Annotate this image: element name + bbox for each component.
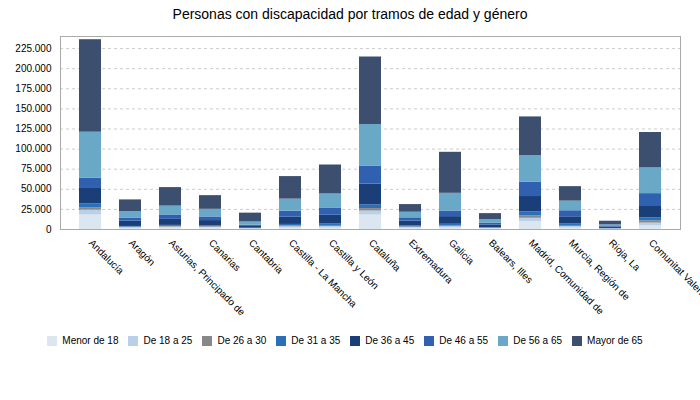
html-text:De 31 a 35: De 31 a 35 (291, 335, 341, 346)
svg-text:150.000: 150.000 (15, 103, 52, 114)
svg-text:Castilla y León: Castilla y León (326, 237, 381, 292)
svg-text:25.000: 25.000 (21, 204, 52, 215)
html-text:De 18 a 25: De 18 a 25 (143, 335, 193, 346)
svg-text:Comunitat Valenciana: Comunitat Valenciana (647, 237, 700, 314)
svg-text:Aragón: Aragón (127, 237, 158, 268)
svg-text:175.000: 175.000 (15, 83, 52, 94)
html-text:Menor de 18: Menor de 18 (62, 335, 119, 346)
svg-text:100.000: 100.000 (15, 143, 52, 154)
html-text:De 36 a 45: De 36 a 45 (365, 335, 415, 346)
svg-text:Galicia: Galicia (447, 237, 477, 267)
svg-text:Castilla - La Mancha: Castilla - La Mancha (287, 237, 360, 310)
svg-text:50.000: 50.000 (21, 183, 52, 194)
svg-text:200.000: 200.000 (15, 63, 52, 74)
svg-text:75.000: 75.000 (21, 163, 52, 174)
html-text:Personas con discapacidad por: Personas con discapacidad por tramos de … (172, 6, 528, 22)
svg-text:125.000: 125.000 (15, 123, 52, 134)
html-text:De 56 a 65: De 56 a 65 (513, 335, 563, 346)
svg-text:Extremadura: Extremadura (406, 237, 456, 286)
svg-text:Cataluña: Cataluña (367, 237, 403, 273)
html-text:De 26 a 30: De 26 a 30 (217, 335, 267, 346)
svg-text:Asturias, Principado de: Asturias, Principado de (167, 237, 248, 318)
svg-text:Cantabria: Cantabria (247, 237, 286, 276)
svg-text:Balears, Illes: Balears, Illes (486, 237, 536, 286)
html-text:Mayor de 65: Mayor de 65 (587, 335, 643, 346)
svg-text:Canarias: Canarias (207, 237, 243, 273)
svg-text:Andalucía: Andalucía (87, 237, 127, 277)
svg-text:Rioja, La: Rioja, La (607, 237, 643, 273)
svg-text:225.000: 225.000 (15, 43, 52, 54)
html-text:De 46 a 55: De 46 a 55 (439, 335, 489, 346)
svg-text:Murcia, Región de: Murcia, Región de (566, 237, 632, 303)
svg-text:Madrid, Comunidad de: Madrid, Comunidad de (527, 237, 607, 317)
svg-text:0: 0 (46, 224, 52, 235)
